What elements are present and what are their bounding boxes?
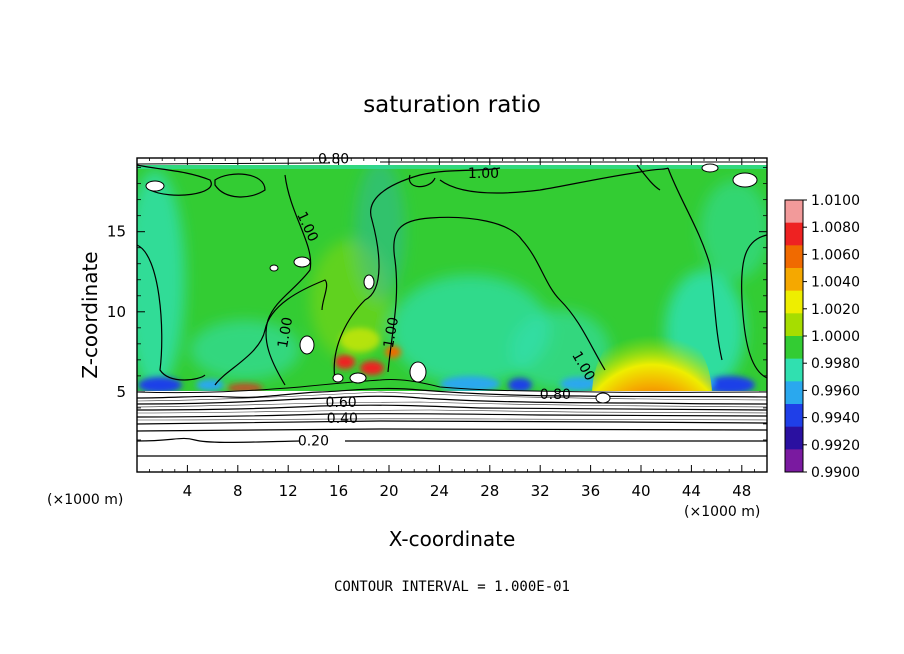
saturation-field bbox=[137, 158, 767, 472]
y-axis: 5 10 15 bbox=[107, 167, 767, 457]
x-tick-label: 24 bbox=[430, 482, 449, 500]
colorbar-swatch bbox=[785, 381, 803, 405]
colorbar-label: 1.0040 bbox=[811, 275, 860, 291]
contour-label: 1.00 bbox=[275, 316, 296, 349]
colorbar-swatch bbox=[785, 222, 803, 246]
colorbar-label: 1.0060 bbox=[811, 247, 860, 263]
colorbar-label: 0.9940 bbox=[811, 411, 860, 427]
x-tick-label: 16 bbox=[329, 482, 348, 500]
y-axis-label: Z-coordinate bbox=[78, 251, 102, 378]
chart-title: saturation ratio bbox=[363, 92, 541, 118]
colorbar-swatch bbox=[785, 426, 803, 450]
contour-label: 0.40 bbox=[327, 411, 358, 427]
colorbar-swatch bbox=[785, 313, 803, 337]
colorbar-label: 0.9980 bbox=[811, 356, 860, 372]
x-tick-label: 4 bbox=[183, 482, 193, 500]
colorbar-swatch bbox=[785, 336, 803, 359]
contour-label: 0.20 bbox=[298, 434, 329, 450]
contours-1-00 bbox=[137, 164, 767, 386]
colorbar-label: 1.0020 bbox=[811, 302, 860, 318]
colorbar-label: 1.0100 bbox=[811, 193, 860, 209]
x-tick-label: 8 bbox=[233, 482, 243, 500]
y-tick-label: 15 bbox=[107, 223, 126, 241]
colorbar-swatch bbox=[785, 245, 803, 269]
colorbar-swatch bbox=[785, 290, 803, 314]
x-tick-label: 48 bbox=[732, 482, 751, 500]
x-axis-label: X-coordinate bbox=[389, 527, 516, 551]
colorbar-label: 0.9900 bbox=[811, 465, 860, 481]
colorbar-swatch bbox=[785, 268, 803, 291]
x-tick-label: 20 bbox=[379, 482, 398, 500]
colorbar-label: 0.9960 bbox=[811, 383, 860, 399]
contour-label: 0.80 bbox=[540, 387, 571, 403]
x-tick-label: 28 bbox=[480, 482, 499, 500]
colorbar-label: 1.0000 bbox=[811, 329, 860, 345]
contours-lower bbox=[137, 387, 767, 457]
colorbar-swatch bbox=[785, 200, 803, 223]
y-tick-label: 5 bbox=[116, 383, 126, 401]
x-tick-label: 44 bbox=[682, 482, 701, 500]
colorbar-swatch bbox=[785, 449, 803, 473]
x-tick-label: 36 bbox=[581, 482, 600, 500]
contour-label: 1.00 bbox=[468, 166, 499, 182]
contours-0-80 bbox=[137, 161, 767, 394]
contour-label: 0.60 bbox=[326, 395, 357, 411]
contour-label: 0.80 bbox=[318, 152, 349, 168]
colorbar-label: 0.9920 bbox=[811, 438, 860, 454]
colorbar: 1.0100 1.0080 1.0060 1.0040 1.0020 1.0000 0.99… bbox=[784, 193, 860, 481]
contour-label: 1.00 bbox=[381, 316, 402, 349]
colorbar-swatch bbox=[785, 358, 803, 382]
x-tick-label: 32 bbox=[531, 482, 550, 500]
colorbar-swatch bbox=[785, 404, 803, 427]
colorbar-label: 1.0080 bbox=[811, 220, 860, 236]
x-unit-label: (×1000 m) bbox=[684, 504, 760, 520]
x-tick-label: 40 bbox=[631, 482, 650, 500]
contour-interval-note: CONTOUR INTERVAL = 1.000E-01 bbox=[334, 579, 570, 595]
y-tick-label: 10 bbox=[107, 303, 126, 321]
x-axis: 4 8 12 16 20 24 28 32 36 40 44 48 bbox=[149, 158, 755, 500]
x-tick-label: 12 bbox=[279, 482, 298, 500]
z-unit-label: (×1000 m) bbox=[47, 492, 123, 508]
